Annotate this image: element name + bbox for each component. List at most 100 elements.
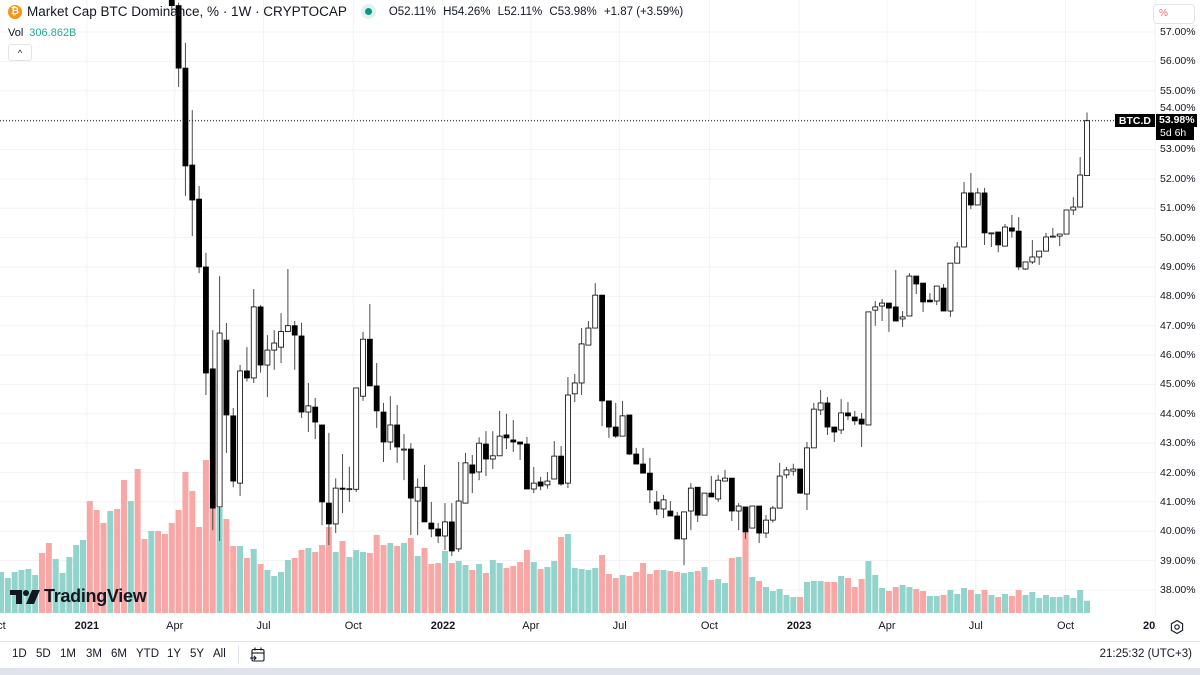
collapse-legend-button[interactable]: ^ xyxy=(8,44,32,61)
candle xyxy=(332,478,339,534)
candle xyxy=(291,321,298,370)
price-axis-label: 56.00% xyxy=(1160,55,1196,68)
candle-body xyxy=(687,487,694,512)
volume-bar xyxy=(189,491,196,613)
candle-body xyxy=(312,406,319,423)
candle-body xyxy=(694,486,701,516)
candle-body xyxy=(394,424,401,448)
volume-bar xyxy=(223,519,230,613)
volume-bar xyxy=(824,582,831,613)
candle xyxy=(339,454,346,514)
candle xyxy=(681,511,687,566)
volume-bar xyxy=(1008,596,1015,613)
range-button-1m[interactable]: 1M xyxy=(60,648,76,660)
candle xyxy=(708,476,715,498)
candle-body xyxy=(401,448,407,451)
range-button-ytd[interactable]: YTD xyxy=(136,648,159,660)
volume-bar xyxy=(489,560,496,613)
candle xyxy=(749,505,756,529)
volume-bar xyxy=(1056,597,1063,613)
volume-bar xyxy=(817,581,824,613)
range-button-5d[interactable]: 5D xyxy=(36,648,51,660)
candle-body xyxy=(810,408,817,449)
volume-bar xyxy=(626,576,633,613)
candle-body xyxy=(489,455,496,460)
volume-bar xyxy=(592,568,599,613)
volume-bar xyxy=(39,553,46,613)
range-button-1d[interactable]: 1D xyxy=(12,648,27,660)
candle-body xyxy=(633,453,640,465)
volume-bar xyxy=(360,552,367,613)
candle-body xyxy=(592,294,599,329)
volume-bar xyxy=(940,595,947,613)
volume-bar xyxy=(810,581,817,613)
volume-bar xyxy=(517,562,524,613)
candle-body xyxy=(530,482,537,490)
timezone-clock[interactable]: 21:25:32 (UTC+3) xyxy=(1099,648,1192,660)
candle-body xyxy=(933,285,940,302)
close-value: C53.98% xyxy=(549,5,597,18)
volume-bar xyxy=(564,534,571,613)
price-chart[interactable] xyxy=(0,0,1200,640)
candle-body xyxy=(264,349,271,366)
candle-body xyxy=(209,368,216,509)
volume-bar xyxy=(660,570,667,613)
calendar-goto-icon[interactable] xyxy=(249,646,267,664)
volume-bar xyxy=(114,509,121,613)
percent-scale-button[interactable]: % xyxy=(1153,4,1195,24)
price-axis-panel[interactable] xyxy=(1156,0,1200,640)
candle-body xyxy=(783,469,790,476)
volume-bar xyxy=(161,534,168,613)
volume-bar xyxy=(872,575,879,613)
candle xyxy=(1015,217,1022,270)
range-button-6m[interactable]: 6M xyxy=(111,648,127,660)
candle-body xyxy=(879,302,885,307)
candle xyxy=(735,503,742,531)
time-axis[interactable]: Oct 2021 Apr Jul Oct 2022 Apr Jul Oct 2023 Apr Jul O… xyxy=(0,617,1156,637)
price-axis-label: 45.00% xyxy=(1160,378,1196,391)
tradingview-logo[interactable]: TradingView xyxy=(10,586,147,607)
candle-body xyxy=(278,331,284,348)
candle xyxy=(742,506,749,539)
candle-body xyxy=(1022,261,1029,270)
volume-bar xyxy=(319,545,326,613)
candle-body xyxy=(851,416,858,422)
bottom-strip xyxy=(0,668,1200,675)
candle xyxy=(776,462,783,509)
volume-bar xyxy=(141,539,148,613)
candle-body xyxy=(961,192,967,248)
range-button-5y[interactable]: 5Y xyxy=(190,648,205,660)
range-button-all[interactable]: All xyxy=(213,648,226,660)
gear-icon[interactable] xyxy=(1169,619,1185,635)
volume-bar xyxy=(510,566,517,613)
candle-body xyxy=(476,442,483,473)
volume-bar xyxy=(448,563,455,613)
range-button-1y[interactable]: 1Y xyxy=(167,648,182,660)
volume-bar xyxy=(482,573,489,613)
candle xyxy=(346,466,353,502)
candle-body xyxy=(715,479,722,500)
symbol-title[interactable]: Market Cap BTC Dominance, % · 1W · CRYPT… xyxy=(27,4,347,19)
volume-bar xyxy=(920,591,927,613)
candle-body xyxy=(1063,209,1070,235)
candle-body xyxy=(1015,230,1022,268)
candle xyxy=(544,471,551,489)
candle-body xyxy=(298,335,305,413)
candle xyxy=(701,492,708,516)
volume-bar xyxy=(776,589,783,613)
volume-bar xyxy=(503,568,510,613)
candle-body xyxy=(967,192,974,206)
volume-bar xyxy=(797,597,804,613)
candle-body xyxy=(503,434,510,439)
candle-body xyxy=(831,426,838,433)
candle xyxy=(715,474,722,502)
volume-bar xyxy=(1002,594,1009,613)
volume-bar xyxy=(100,523,107,613)
range-button-3m[interactable]: 3M xyxy=(86,648,102,660)
volume-bar xyxy=(537,569,544,613)
candle xyxy=(687,483,694,531)
candle-body xyxy=(284,325,291,332)
volume-bar xyxy=(933,596,940,613)
market-status-icon[interactable] xyxy=(360,4,376,19)
candle-body xyxy=(585,327,592,346)
